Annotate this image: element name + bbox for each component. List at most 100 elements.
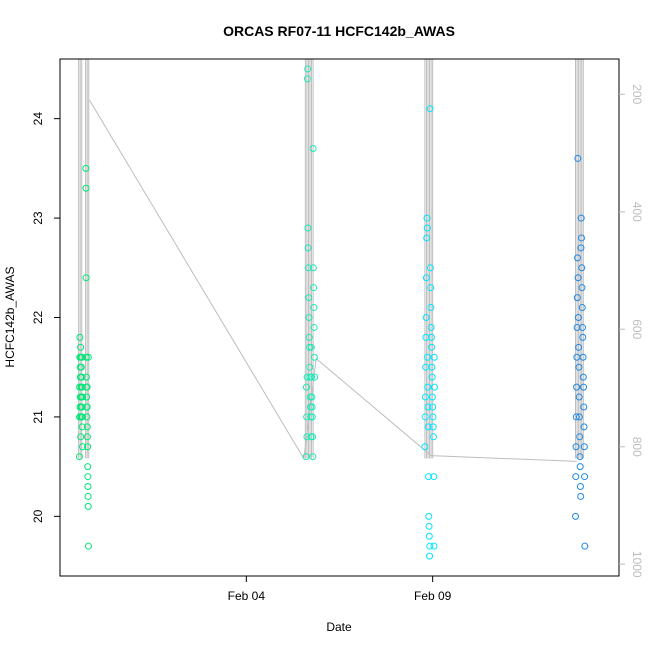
- data-point: [83, 383, 91, 391]
- data-point: [421, 393, 429, 401]
- y2-tick-label: 200: [630, 84, 644, 104]
- y-tick-label: 22: [31, 311, 45, 325]
- data-point: [84, 502, 92, 510]
- data-point: [84, 492, 92, 500]
- data-point: [303, 75, 311, 83]
- data-point: [429, 403, 437, 411]
- data-point: [84, 483, 92, 491]
- data-point: [576, 463, 584, 471]
- data-point: [305, 343, 313, 351]
- data-point: [427, 323, 435, 331]
- altitude-track: [78, 59, 584, 462]
- data-point: [425, 473, 433, 481]
- data-point: [577, 492, 585, 500]
- data-point: [572, 443, 580, 451]
- data-point: [428, 373, 436, 381]
- data-point: [428, 393, 436, 401]
- data-point: [426, 542, 434, 550]
- data-point: [423, 234, 431, 242]
- data-point: [579, 323, 587, 331]
- data-point: [579, 353, 587, 361]
- data-point: [77, 343, 85, 351]
- data-point: [77, 363, 85, 371]
- data-point: [573, 383, 581, 391]
- data-point: [306, 363, 314, 371]
- data-point: [82, 164, 90, 172]
- data-point: [572, 413, 580, 421]
- data-point: [429, 423, 437, 431]
- data-point: [421, 413, 429, 421]
- data-point: [302, 453, 310, 461]
- data-point: [429, 433, 437, 441]
- data-point: [83, 393, 91, 401]
- y-tick-label: 20: [31, 509, 45, 523]
- data-point: [578, 304, 586, 312]
- data-point: [575, 343, 583, 351]
- data-point: [575, 363, 583, 371]
- data-point: [308, 413, 316, 421]
- data-point: [84, 443, 92, 451]
- data-point: [84, 542, 92, 550]
- y-axis-label: HCFC142b_AWAS: [3, 266, 17, 367]
- data-point: [580, 423, 588, 431]
- data-point: [424, 423, 432, 431]
- data-point: [574, 314, 582, 321]
- data-point: [310, 284, 318, 292]
- data-point: [83, 433, 91, 441]
- data-point: [82, 274, 90, 282]
- data-point: [309, 453, 317, 461]
- secondary-y-axis: 200 400 600 800 1000: [619, 84, 644, 578]
- data-point: [581, 473, 589, 481]
- data-point: [79, 393, 87, 401]
- data-point: [425, 522, 433, 530]
- y2-tick-label: 1000: [630, 551, 644, 578]
- data-point: [305, 333, 313, 341]
- data-point: [430, 353, 438, 361]
- data-point: [303, 373, 311, 381]
- data-point: [75, 453, 83, 461]
- data-point: [422, 274, 430, 282]
- x-tick-label: Feb 09: [414, 589, 452, 603]
- data-point: [423, 214, 431, 222]
- data-point: [84, 473, 92, 481]
- data-point: [311, 373, 319, 381]
- data-point: [578, 284, 586, 292]
- data-point: [423, 353, 431, 361]
- data-points: [75, 65, 589, 560]
- data-point: [425, 512, 433, 520]
- data-point: [310, 323, 318, 331]
- data-point: [578, 264, 586, 272]
- data-point: [574, 274, 582, 282]
- data-point: [575, 393, 583, 401]
- data-point: [78, 423, 86, 431]
- data-point: [580, 443, 588, 451]
- data-point: [576, 483, 584, 491]
- data-point: [426, 105, 434, 113]
- data-point: [82, 184, 90, 192]
- data-point: [577, 234, 585, 242]
- data-point: [430, 473, 438, 481]
- data-point: [572, 473, 580, 481]
- data-point: [304, 224, 312, 232]
- data-point: [79, 443, 87, 451]
- data-point: [422, 314, 430, 321]
- data-point: [82, 353, 90, 361]
- data-point: [308, 403, 316, 411]
- data-point: [573, 294, 581, 302]
- data-point: [428, 343, 436, 351]
- data-point: [310, 304, 318, 312]
- data-point: [424, 403, 432, 411]
- data-point: [83, 423, 91, 431]
- data-point: [574, 254, 582, 262]
- data-point: [426, 264, 434, 272]
- y-tick-label: 21: [31, 410, 45, 424]
- x-tick-label: Feb 04: [228, 589, 266, 603]
- data-point: [307, 343, 315, 351]
- data-point: [304, 244, 312, 252]
- data-point: [576, 453, 584, 461]
- data-point: [427, 333, 435, 341]
- chart-title: ORCAS RF07-11 HCFC142b_AWAS: [223, 23, 455, 39]
- data-point: [425, 532, 433, 540]
- x-axis: Feb 04 Feb 09: [228, 576, 452, 603]
